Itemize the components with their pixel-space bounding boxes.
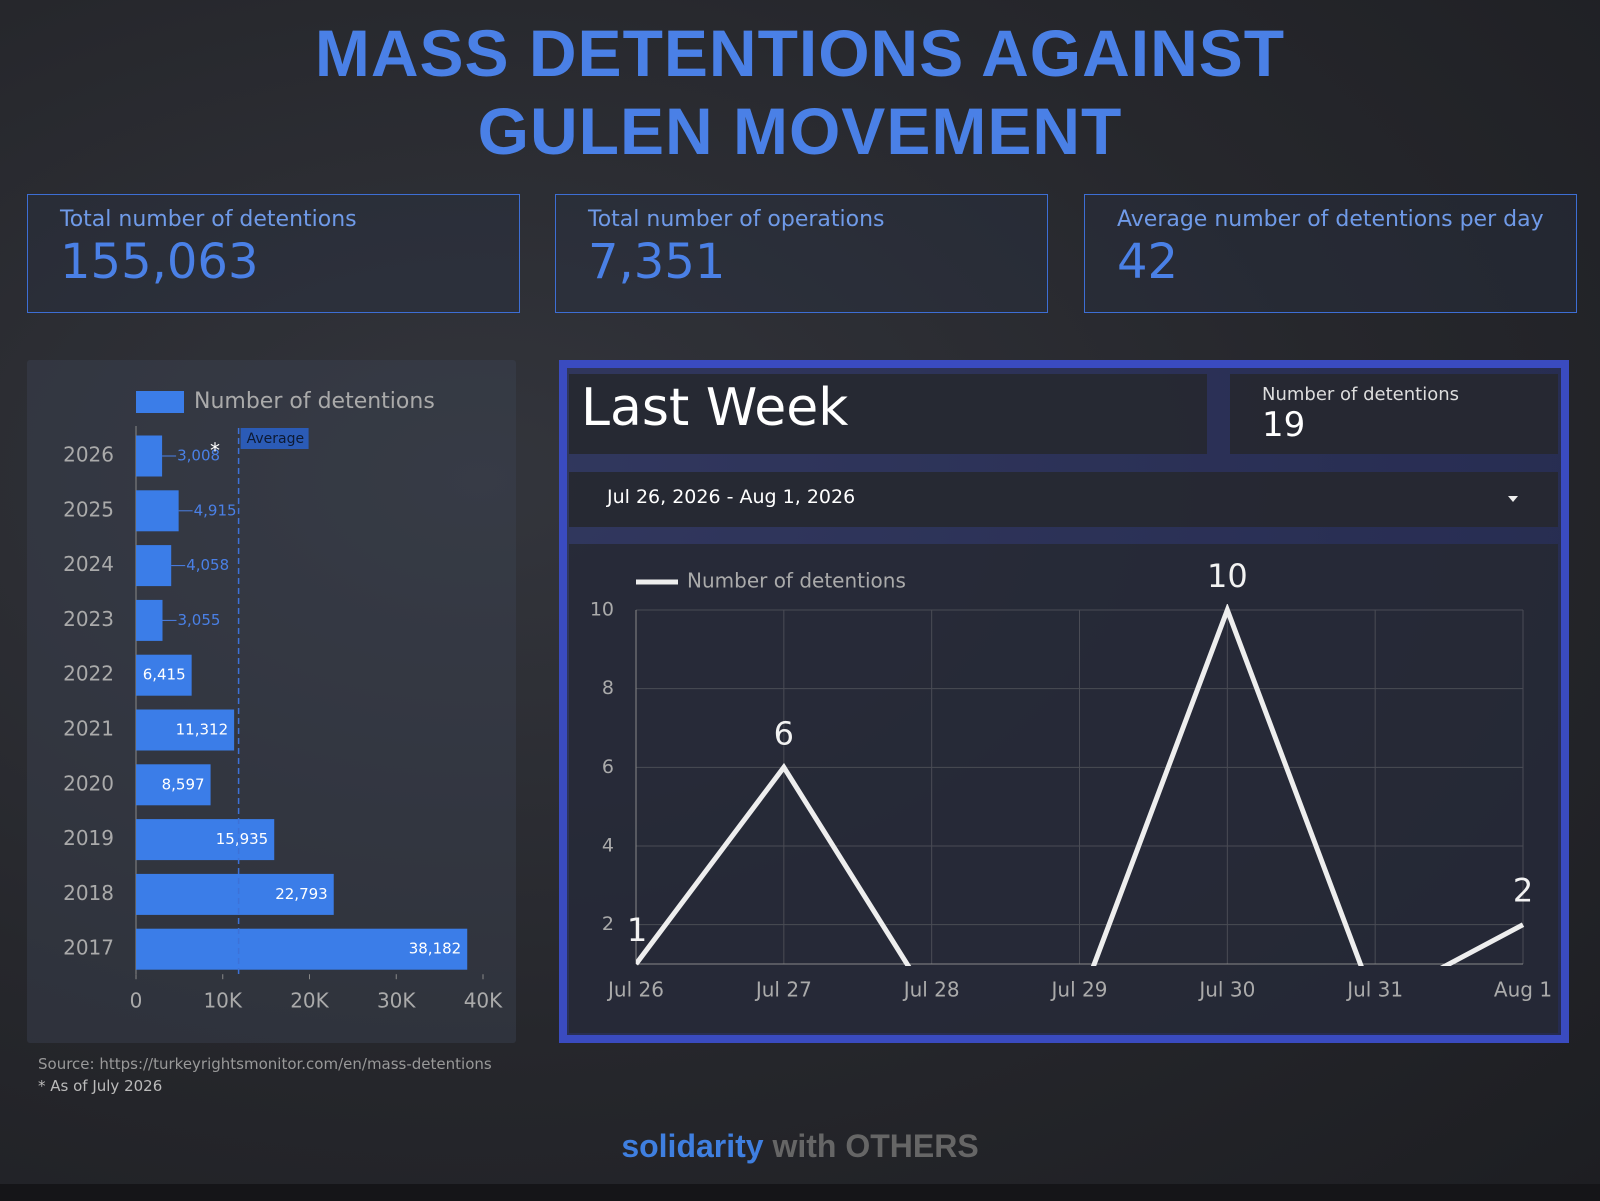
kpi-card: Number of detentions 19 bbox=[1230, 374, 1558, 454]
value-label: 22,793 bbox=[275, 885, 328, 903]
y-tick-label: 2017 bbox=[63, 936, 114, 960]
notes: Source: https://turkeyrightsmonitor.com/… bbox=[38, 1053, 492, 1097]
value-label: 8,597 bbox=[162, 775, 205, 793]
x-tick-label: Jul 31 bbox=[1345, 978, 1403, 1002]
x-tick-label: Jul 29 bbox=[1050, 978, 1108, 1002]
kpi-value: 7,351 bbox=[588, 234, 726, 290]
legend-swatch bbox=[136, 391, 184, 413]
reference-label-box bbox=[240, 428, 309, 449]
y-tick-label: 2024 bbox=[63, 552, 114, 576]
legend-label: Number of detentions bbox=[687, 569, 906, 593]
footer: solidarity with OTHERS bbox=[0, 1128, 1600, 1165]
bar bbox=[136, 654, 192, 696]
value-label: 3,055 bbox=[178, 611, 221, 629]
bottom-bar bbox=[0, 1184, 1600, 1201]
y-tick-label: 2026 bbox=[63, 443, 114, 467]
data-label: 1 bbox=[627, 911, 647, 949]
x-tick-label: Jul 30 bbox=[1197, 978, 1255, 1002]
line bbox=[636, 604, 1525, 966]
kpi-label: Number of detentions bbox=[1262, 384, 1459, 405]
value-label: 3,008 bbox=[177, 447, 220, 465]
kpi-value: 19 bbox=[1262, 405, 1306, 445]
bar bbox=[136, 928, 468, 970]
bar bbox=[136, 819, 275, 861]
bar bbox=[136, 709, 235, 751]
data-label: 2 bbox=[1513, 872, 1533, 910]
footnote: * As of July 2026 bbox=[38, 1077, 163, 1095]
annotation: * bbox=[210, 439, 220, 463]
kpi-label: Average number of detentions per day bbox=[1117, 207, 1544, 232]
x-tick-label: Jul 26 bbox=[606, 978, 664, 1002]
value-label: 4,058 bbox=[186, 556, 229, 574]
bar bbox=[136, 435, 163, 477]
y-tick-label: 6 bbox=[602, 756, 614, 778]
y-tick-label: 8 bbox=[602, 677, 614, 699]
kpi-value: 155,063 bbox=[60, 234, 259, 290]
section-title: Last Week bbox=[569, 374, 1207, 454]
page-title: MASS DETENTIONS AGAINST GULEN MOVEMENT bbox=[314, 16, 1286, 168]
tagline: with OTHERS bbox=[772, 1128, 979, 1164]
value-label: 38,182 bbox=[409, 940, 462, 958]
value-label: 15,935 bbox=[216, 830, 269, 848]
y-tick-label: 2018 bbox=[63, 881, 114, 905]
value-label: 11,312 bbox=[176, 721, 229, 739]
dropdown-arrow[interactable] bbox=[1508, 496, 1518, 502]
legend-label: Number of detentions bbox=[194, 389, 435, 414]
y-tick-label: 2023 bbox=[63, 607, 114, 631]
brand: solidarity bbox=[621, 1128, 764, 1164]
x-tick-label: Jul 27 bbox=[754, 978, 812, 1002]
y-tick-label: 10 bbox=[590, 599, 614, 621]
x-tick-label: 40K bbox=[464, 989, 503, 1013]
date-range-picker[interactable]: Jul 26, 2026 - Aug 1, 2026 bbox=[569, 472, 1558, 527]
data-label: 10 bbox=[1207, 557, 1248, 595]
value-label: 4,915 bbox=[194, 501, 237, 519]
reference-label: Average bbox=[247, 431, 305, 447]
kpi-value: 42 bbox=[1117, 234, 1179, 290]
kpi-card: Total number of detentions 155,063 bbox=[27, 194, 520, 313]
kpi-card: Average number of detentions per day 42 bbox=[1084, 194, 1577, 313]
y-tick-label: 2021 bbox=[63, 717, 114, 741]
kpi-label: Total number of detentions bbox=[60, 207, 357, 232]
value-label: 6,415 bbox=[143, 666, 186, 684]
y-tick-label: 2022 bbox=[63, 662, 114, 686]
y-tick-label: 2020 bbox=[63, 771, 114, 795]
bar bbox=[136, 599, 163, 641]
line-panel bbox=[569, 544, 1558, 1033]
y-tick-label: 2025 bbox=[63, 497, 114, 521]
y-tick-label: 2 bbox=[602, 913, 614, 935]
source: Source: https://turkeyrightsmonitor.com/… bbox=[38, 1055, 492, 1073]
data-label: 6 bbox=[774, 714, 794, 752]
bar bbox=[136, 873, 334, 915]
bar bbox=[136, 764, 211, 806]
x-tick-label: 10K bbox=[203, 989, 242, 1013]
bar bbox=[136, 545, 172, 587]
kpi-card: Total number of operations 7,351 bbox=[555, 194, 1048, 313]
bar bbox=[136, 490, 179, 532]
x-tick-label: Jul 28 bbox=[902, 978, 960, 1002]
x-tick-label: 0 bbox=[130, 989, 143, 1013]
y-tick-label: 4 bbox=[602, 835, 614, 857]
y-tick-label: 2019 bbox=[63, 826, 114, 850]
x-tick-label: 30K bbox=[377, 989, 416, 1013]
kpi-label: Total number of operations bbox=[588, 207, 885, 232]
x-tick-label: Aug 1 bbox=[1494, 978, 1552, 1002]
date-range: Jul 26, 2026 - Aug 1, 2026 bbox=[607, 486, 856, 508]
x-tick-label: 20K bbox=[290, 989, 329, 1013]
